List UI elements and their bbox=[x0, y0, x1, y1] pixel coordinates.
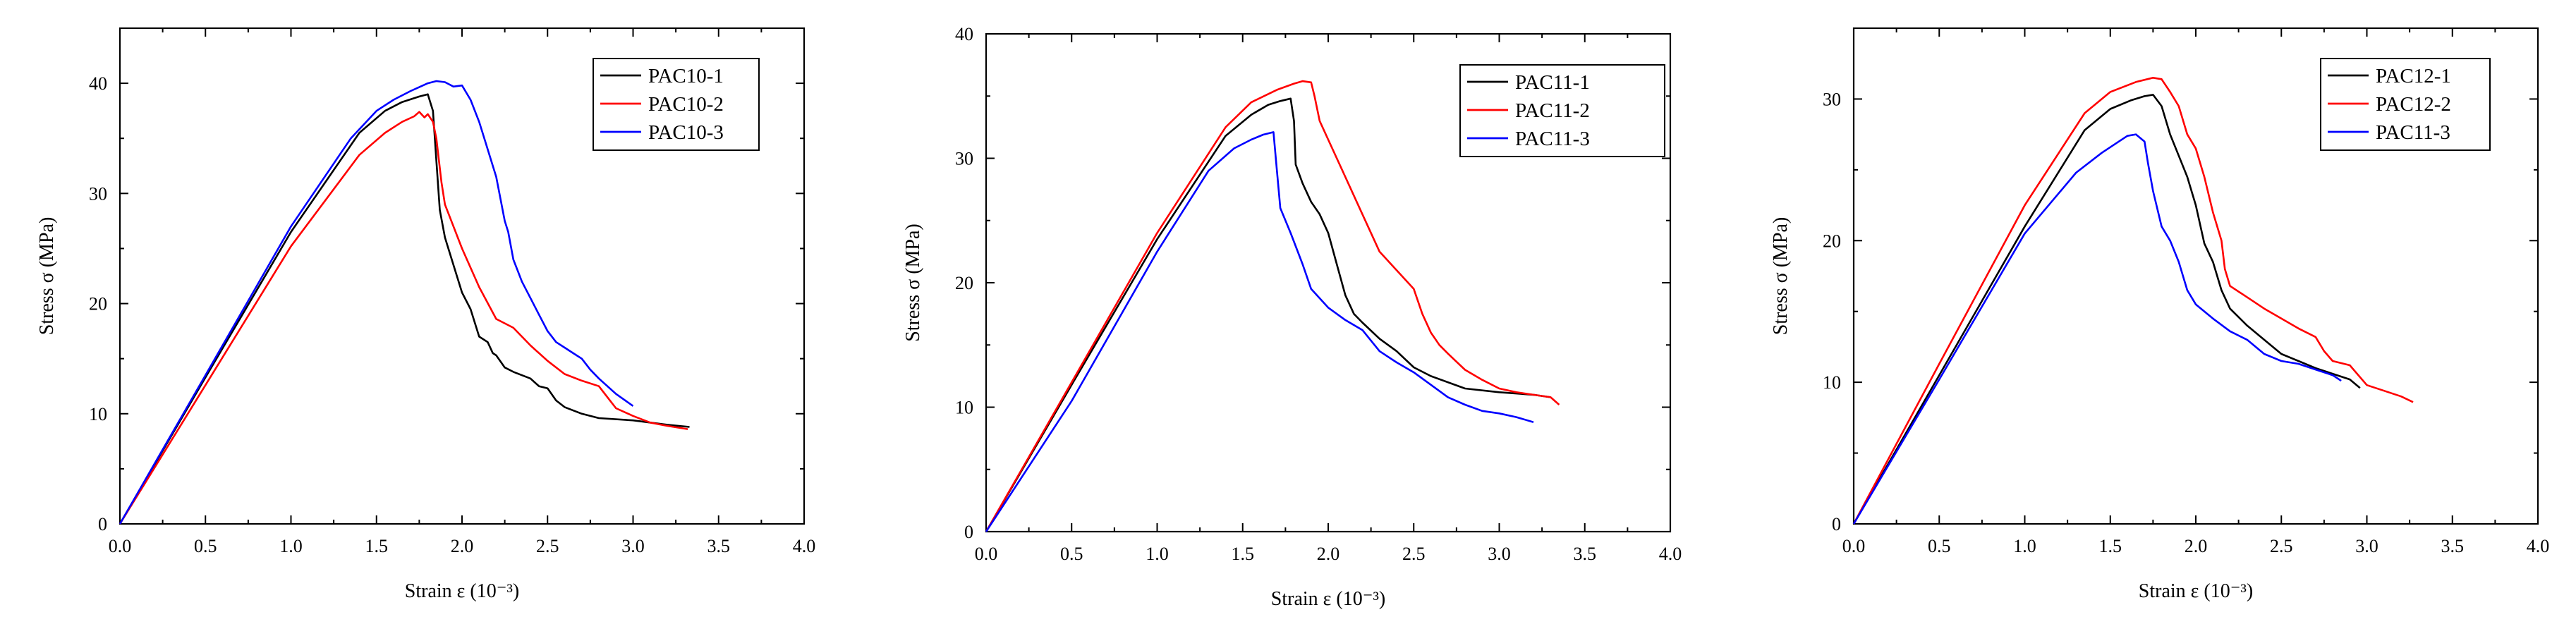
x-tick-label: 2.5 bbox=[1402, 544, 1426, 564]
x-tick-label: 2.5 bbox=[2270, 536, 2293, 556]
series-line-pac11-1 bbox=[985, 97, 1551, 532]
x-tick-label: 0.5 bbox=[1928, 536, 1951, 556]
x-tick-label: 0.0 bbox=[975, 544, 998, 564]
series-line-pac10-3 bbox=[119, 80, 634, 525]
y-tick-label: 20 bbox=[89, 294, 107, 314]
legend-label: PAC11-1 bbox=[1515, 71, 1590, 94]
x-tick-label: 2.0 bbox=[2185, 536, 2208, 556]
y-axis-title: Stress σ (MPa) bbox=[902, 224, 924, 342]
x-tick-label: 3.0 bbox=[621, 536, 645, 556]
x-tick-label: 1.0 bbox=[1146, 544, 1169, 564]
x-axis-title: Strain ε (10⁻³) bbox=[2139, 580, 2253, 602]
y-axis-title: Stress σ (MPa) bbox=[1770, 217, 1792, 336]
y-tick-label: 10 bbox=[1823, 372, 1841, 393]
legend-label: PAC12-1 bbox=[2376, 65, 2451, 87]
legend-label: PAC11-2 bbox=[1515, 99, 1590, 122]
y-tick-label: 10 bbox=[955, 398, 973, 418]
x-tick-label: 4.0 bbox=[2527, 536, 2550, 556]
y-tick-label: 0 bbox=[964, 522, 973, 542]
x-tick-label: 1.0 bbox=[2013, 536, 2036, 556]
x-tick-label: 3.0 bbox=[2355, 536, 2378, 556]
series-line-pac11-2 bbox=[985, 80, 1560, 532]
series-line-pac10-1 bbox=[119, 93, 690, 525]
y-tick-label: 40 bbox=[955, 24, 973, 44]
legend-label: PAC10-1 bbox=[648, 65, 724, 87]
legend-label: PAC11-3 bbox=[2376, 121, 2450, 144]
series-line-pac12-1 bbox=[1852, 94, 2361, 525]
chart-panel-3: 0.0 0.5 1.0 1.5 2.0 2.5 3.0 3.5 4.0 0 10 20 30 Strain… bbox=[1770, 27, 2550, 602]
x-tick-label: 1.5 bbox=[2099, 536, 2122, 556]
chart-panel-2: 0.0 0.5 1.0 1.5 2.0 2.5 3.0 3.5 4.0 0 10 20 30 40 Stra… bbox=[902, 24, 1682, 610]
legend-label: PAC10-2 bbox=[648, 93, 724, 116]
x-tick-label: 1.5 bbox=[365, 536, 389, 556]
series-line-pac11-3 bbox=[985, 131, 1534, 532]
y-tick-label: 20 bbox=[955, 273, 973, 293]
y-tick-label: 0 bbox=[98, 514, 107, 534]
x-axis-title: Strain ε (10⁻³) bbox=[405, 580, 519, 602]
series-line-pac11-3 bbox=[1852, 133, 2342, 525]
legend-label: PAC12-2 bbox=[2376, 93, 2451, 116]
y-tick-label: 40 bbox=[89, 73, 107, 94]
legend-label: PAC10-3 bbox=[648, 121, 724, 144]
x-tick-label: 2.0 bbox=[1317, 544, 1340, 564]
x-tick-label: 4.0 bbox=[793, 536, 816, 556]
x-tick-label: 0.5 bbox=[1060, 544, 1083, 564]
x-tick-label: 3.0 bbox=[1488, 544, 1511, 564]
x-tick-label: 0.0 bbox=[109, 536, 132, 556]
x-tick-label: 2.5 bbox=[536, 536, 559, 556]
y-tick-label: 30 bbox=[89, 183, 107, 204]
x-tick-label: 1.0 bbox=[279, 536, 303, 556]
x-tick-label: 3.5 bbox=[707, 536, 731, 556]
x-tick-label: 3.5 bbox=[2441, 536, 2465, 556]
x-tick-label: 2.0 bbox=[451, 536, 474, 556]
x-tick-label: 3.5 bbox=[1574, 544, 1597, 564]
x-tick-label: 0.0 bbox=[1842, 536, 1866, 556]
x-tick-label: 0.5 bbox=[194, 536, 217, 556]
series-line-pac12-2 bbox=[1852, 77, 2414, 525]
x-axis-title: Strain ε (10⁻³) bbox=[1271, 588, 1385, 610]
series-line-pac10-2 bbox=[119, 111, 688, 525]
chart-panel-1: 0.0 0.5 1.0 1.5 2.0 2.5 3.0 3.5 4.0 0 10 20 30 40 Stra… bbox=[36, 27, 816, 602]
y-axis-title: Stress σ (MPa) bbox=[36, 217, 58, 336]
y-tick-label: 20 bbox=[1823, 231, 1841, 251]
x-tick-label: 4.0 bbox=[1659, 544, 1682, 564]
y-tick-label: 30 bbox=[955, 149, 973, 169]
legend-label: PAC11-3 bbox=[1515, 128, 1590, 150]
y-tick-label: 30 bbox=[1823, 89, 1841, 109]
y-tick-label: 0 bbox=[1832, 514, 1841, 534]
y-tick-label: 10 bbox=[89, 404, 107, 424]
x-tick-label: 1.5 bbox=[1232, 544, 1255, 564]
